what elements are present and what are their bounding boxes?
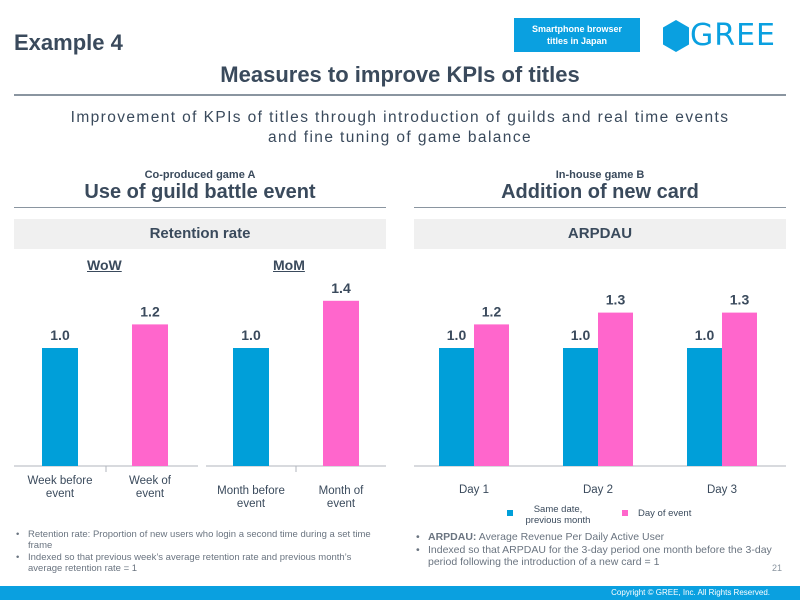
- arpdau-definition: Average Revenue Per Daily Active User: [476, 531, 665, 543]
- subtitle-line-1: Improvement of KPIs of titles through in…: [70, 109, 730, 126]
- page-subtitle: Improvement of KPIs of titles through in…: [20, 108, 780, 148]
- arpdau-value-label-previous-1: 1.0: [447, 327, 467, 343]
- right-note-2: Indexed so that ARPDAU for the 3-day per…: [414, 544, 786, 568]
- page-title: Measures to improve KPIs of titles: [220, 62, 580, 87]
- arpdau-bar-previous-3: [687, 348, 722, 466]
- mom-category-label-2-1: Month of: [319, 485, 365, 497]
- wow-category-label-1-2: event: [46, 488, 75, 500]
- wow-bar-2: [132, 324, 168, 466]
- wow-value-label-1: 1.0: [50, 327, 70, 343]
- left-section-title: Use of guild battle event: [84, 181, 316, 203]
- right-section-title: Addition of new card: [501, 181, 699, 203]
- mom-category-label-1-1: Month before: [217, 485, 285, 497]
- arpdau-value-label-event-1: 1.2: [482, 303, 502, 319]
- mom-value-label-2: 1.4: [331, 280, 351, 296]
- left-section-divider: [14, 207, 386, 208]
- arpdau-category-label-1: Day 1: [459, 484, 489, 496]
- right-section-kicker: In-house game B: [555, 169, 645, 181]
- mom-category-label-2-2: event: [327, 498, 356, 510]
- legend-pink-swatch: [622, 510, 628, 516]
- gree-hexagon-icon: [663, 20, 689, 52]
- badge-line-2: titles in Japan: [546, 36, 608, 46]
- mom-label: MoM: [273, 257, 305, 273]
- mom-bar-2: [323, 300, 359, 466]
- retention-rate-band: Retention rate: [14, 219, 386, 249]
- example-label: Example 4: [14, 30, 123, 55]
- badge-line-1: Smartphone browser: [531, 24, 623, 34]
- legend-blue-line-2: previous month: [525, 515, 591, 526]
- category-badge: Smartphone browser titles in Japan: [514, 18, 640, 52]
- legend-blue-label: Same date, previous month: [518, 504, 598, 526]
- logo-text: GREE: [690, 18, 777, 53]
- legend-pink-label: Day of event: [638, 508, 692, 519]
- wow-category-label-2-1: Week of: [129, 475, 172, 487]
- left-notes: Retention rate: Proportion of new users …: [14, 529, 386, 575]
- arpdau-value-label-event-3: 1.3: [730, 292, 750, 308]
- left-note-1: Retention rate: Proportion of new users …: [14, 529, 386, 551]
- arpdau-band: ARPDAU: [414, 219, 786, 249]
- wow-category-label-1-1: Week before: [28, 475, 93, 487]
- arpdau-term: ARPDAU:: [428, 531, 477, 543]
- right-note-1: ARPDAU: Average Revenue Per Daily Active…: [414, 531, 786, 543]
- arpdau-bar-previous-1: [439, 348, 474, 466]
- arpdau-bar-event-3: [722, 312, 757, 466]
- legend-blue-swatch: [507, 510, 513, 516]
- copyright: Copyright © GREE, Inc. All Rights Reserv…: [611, 588, 770, 597]
- wow-label: WoW: [87, 257, 122, 273]
- arpdau-bar-previous-2: [563, 348, 598, 466]
- right-section-divider: [414, 207, 786, 208]
- left-section-kicker: Co-produced game A: [144, 169, 256, 181]
- mom-bar-1: [233, 348, 269, 466]
- mom-value-label-1: 1.0: [241, 327, 261, 343]
- title-divider: [14, 94, 786, 96]
- arpdau-category-label-2: Day 2: [583, 484, 613, 496]
- legend-blue-line-1: Same date,: [533, 504, 583, 515]
- page-number: 21: [772, 563, 783, 573]
- arpdau-value-label-event-2: 1.3: [606, 292, 626, 308]
- mom-category-label-1-2: event: [237, 498, 266, 510]
- wow-value-label-2: 1.2: [140, 303, 160, 319]
- right-notes: ARPDAU: Average Revenue Per Daily Active…: [414, 531, 786, 569]
- arpdau-bar-event-1: [474, 324, 509, 466]
- arpdau-bar-event-2: [598, 312, 633, 466]
- arpdau-category-label-3: Day 3: [707, 484, 737, 496]
- arpdau-value-label-previous-2: 1.0: [571, 327, 591, 343]
- wow-category-label-2-2: event: [136, 488, 165, 500]
- footer-bar: Copyright © GREE, Inc. All Rights Reserv…: [0, 586, 800, 600]
- gree-logo: [663, 20, 689, 52]
- wow-bar-1: [42, 348, 78, 466]
- left-note-2: Indexed so that previous week’s average …: [14, 552, 386, 574]
- arpdau-value-label-previous-3: 1.0: [695, 327, 715, 343]
- subtitle-line-2: and fine tuning of game balance: [267, 129, 532, 146]
